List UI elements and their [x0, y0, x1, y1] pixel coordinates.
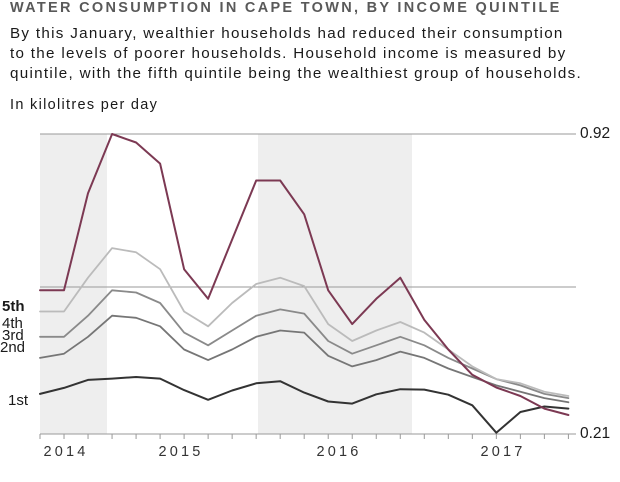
svg-text:0.92: 0.92 — [580, 125, 610, 142]
svg-text:1st: 1st — [8, 392, 29, 409]
svg-text:2nd: 2nd — [0, 339, 25, 356]
svg-text:2015: 2015 — [158, 444, 203, 460]
svg-text:2017: 2017 — [480, 444, 525, 460]
svg-text:2016: 2016 — [316, 444, 361, 460]
svg-text:2014: 2014 — [43, 444, 88, 460]
svg-text:5th: 5th — [2, 298, 25, 315]
svg-text:0.21: 0.21 — [580, 425, 610, 442]
